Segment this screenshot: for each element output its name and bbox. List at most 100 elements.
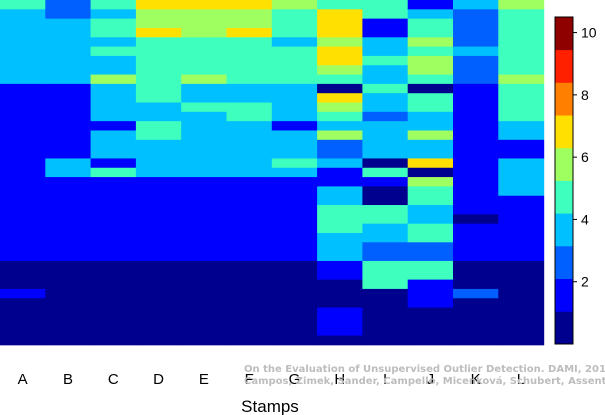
heatmap-cell-I — [362, 139, 409, 159]
heatmap-cell-E — [181, 74, 228, 85]
heatmap-cell-B — [45, 177, 92, 262]
heatmap-cell-D — [135, 121, 182, 141]
heatmap-cell-I — [362, 83, 409, 94]
heatmap-cell-E — [181, 9, 228, 20]
heatmap-cell-D — [135, 9, 182, 29]
heatmap-cell-E — [181, 37, 228, 76]
heatmap-cell-H — [317, 130, 363, 141]
heatmap-cell-I — [362, 288, 409, 346]
heatmap-cell-I — [362, 242, 409, 262]
heatmap-cell-K — [453, 260, 499, 290]
heatmap-cell-H — [317, 102, 363, 113]
heatmap-cell-J — [407, 0, 454, 10]
x-tick-label: C — [108, 371, 119, 388]
colorbar-tick-label: 10 — [581, 25, 597, 41]
heatmap-cell-L — [498, 158, 545, 197]
heatmap-cell-C — [90, 46, 137, 57]
heatmap-cell-L — [498, 233, 545, 262]
heatmap-cell-H — [317, 9, 363, 38]
heatmap-cell-D — [135, 37, 182, 104]
heatmap-cell-I — [362, 205, 409, 225]
heatmap-cell-H — [317, 111, 363, 122]
heatmap-cell-J — [407, 279, 454, 309]
x-axis-label: Stamps — [241, 397, 299, 415]
x-tick-label: L — [517, 371, 525, 388]
heatmap-cell-H — [317, 186, 363, 206]
heatmap-cell-K — [453, 223, 499, 262]
heatmap-cell-I — [362, 177, 409, 187]
heatmap-cell-C — [90, 260, 137, 346]
colorbar-segment — [555, 311, 573, 345]
heatmap-cell-H — [317, 260, 363, 281]
heatmap-cell-D — [135, 139, 182, 178]
heatmap-cell-L — [498, 121, 545, 141]
colorbar-segment — [555, 213, 573, 247]
heatmap-cell-G — [271, 102, 318, 122]
heatmap-cell-K — [453, 288, 499, 299]
heatmap-cell-F — [226, 74, 273, 85]
heatmap-cell-F — [226, 139, 273, 178]
heatmap-cell-B — [45, 260, 92, 346]
heatmap-cell-L — [498, 74, 545, 85]
heatmap-cell-I — [362, 93, 409, 113]
heatmap-cell-E — [181, 260, 228, 346]
heatmap-cell-J — [407, 242, 454, 262]
heatmap-cell-L — [498, 260, 545, 346]
heatmap-cell-J — [407, 83, 454, 94]
heatmap-cell-C — [90, 158, 137, 169]
heatmap-cell-D — [135, 0, 182, 10]
heatmap-cell-J — [407, 130, 454, 141]
heatmap-cell-D — [135, 177, 182, 262]
heatmap-cell-J — [407, 74, 454, 85]
heatmap-cell-J — [407, 205, 454, 225]
heatmap-cell-K — [453, 83, 499, 187]
colorbar-tick-label: 8 — [581, 87, 589, 103]
heatmap-cell-C — [90, 74, 137, 85]
heatmap-cell-E — [181, 111, 228, 122]
colorbar-segment — [555, 82, 573, 116]
heatmap-cell-J — [407, 9, 454, 20]
heatmap-cell-A — [0, 260, 46, 290]
heatmap-cell-I — [362, 186, 409, 206]
x-tick-label: H — [334, 371, 345, 388]
heatmap-cell-G — [271, 65, 318, 85]
heatmap-cell-F — [226, 9, 273, 29]
heatmap-cell-E — [181, 121, 228, 141]
heatmap-cell-G — [271, 130, 318, 141]
heatmap-cell-C — [90, 37, 137, 48]
heatmap-cell-C — [90, 83, 137, 122]
heatmap-cell-H — [317, 74, 363, 85]
heatmap-cell-J — [407, 55, 454, 76]
heatmap-cell-K — [453, 298, 499, 346]
heatmap-cell-E — [181, 0, 228, 10]
heatmap-cell-J — [407, 158, 454, 169]
heatmap-cell-J — [407, 186, 454, 206]
colorbar — [554, 16, 574, 345]
colorbar-segment — [555, 17, 573, 51]
heatmap-cell-A — [0, 288, 46, 299]
heatmap-cell-C — [90, 0, 137, 10]
heatmap-cell-K — [453, 74, 499, 85]
heatmap-cell-A — [0, 0, 46, 10]
heatmap-cell-B — [45, 158, 92, 178]
heatmap-cell-I — [362, 65, 409, 85]
heatmap-cell-K — [453, 46, 499, 57]
heatmap-cell-I — [362, 55, 409, 66]
colorbar-tick-label: 2 — [581, 274, 589, 290]
colorbar-segment — [555, 180, 573, 214]
heatmap-cell-G — [271, 83, 318, 104]
colorbar-tick-label: 4 — [581, 211, 589, 227]
heatmap-cell-D — [135, 27, 182, 38]
heatmap-cell-K — [453, 55, 499, 76]
heatmap-cell-F — [226, 260, 273, 346]
x-tick-label: B — [63, 371, 73, 388]
heatmap-cell-E — [181, 177, 228, 187]
heatmap-cell-E — [181, 83, 228, 104]
heatmap-cell-L — [498, 65, 545, 76]
heatmap-cell-E — [181, 102, 228, 113]
heatmap-cell-J — [407, 139, 454, 159]
heatmap-cell-H — [317, 0, 363, 10]
colorbar-segment — [555, 278, 573, 312]
heatmap-cell-H — [317, 167, 363, 187]
heatmap-cell-G — [271, 121, 318, 131]
